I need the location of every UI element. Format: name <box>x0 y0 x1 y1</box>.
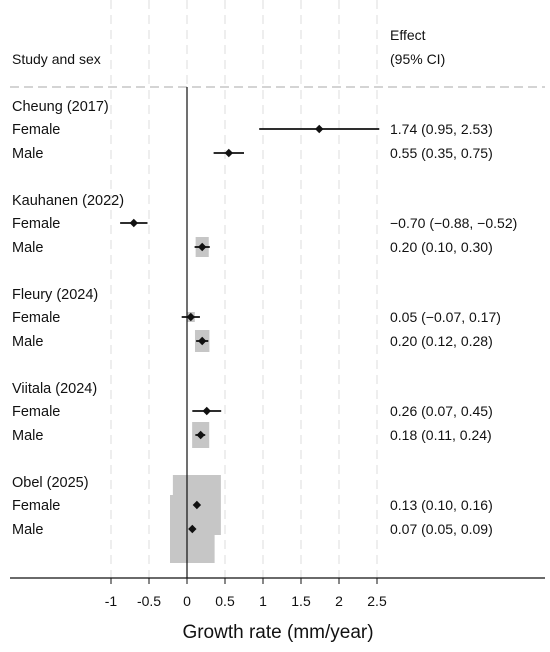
study-title: Fleury (2024) <box>12 287 98 303</box>
study-title: Cheung (2017) <box>12 99 109 115</box>
x-tick-label: 2 <box>335 593 343 609</box>
point-estimate <box>224 148 233 158</box>
point-estimate <box>188 524 197 534</box>
study-title: Obel (2025) <box>12 475 89 491</box>
effect-label: 0.20 (0.12, 0.28) <box>390 333 493 349</box>
row-sex-label: Female <box>12 498 60 514</box>
effect-label: 0.07 (0.05, 0.09) <box>390 521 493 537</box>
point-estimate <box>186 312 195 322</box>
row-sex-label: Male <box>12 146 43 162</box>
x-tick-label: -1 <box>105 593 118 609</box>
row-sex-label: Female <box>12 216 60 232</box>
point-estimate <box>198 242 207 252</box>
effect-label: 0.18 (0.11, 0.24) <box>390 427 492 443</box>
effect-label: 0.05 (−0.07, 0.17) <box>390 309 501 325</box>
row-sex-label: Male <box>12 334 43 350</box>
x-tick-label: 1 <box>259 593 267 609</box>
study-title: Kauhanen (2022) <box>12 193 124 209</box>
point-estimate <box>315 124 324 134</box>
effect-label: 0.55 (0.35, 0.75) <box>390 145 493 161</box>
effect-label: 1.74 (0.95, 2.53) <box>390 121 493 137</box>
effect-label: 0.26 (0.07, 0.45) <box>390 403 493 419</box>
row-sex-label: Female <box>12 404 60 420</box>
point-estimate <box>202 406 211 416</box>
row-sex-label: Male <box>12 428 43 444</box>
row-sex-label: Female <box>12 122 60 138</box>
header-study-and-sex: Study and sex <box>12 51 101 67</box>
study-rows: Cheung (2017) Female 1.74 (0.95, 2.53) Male… <box>12 99 517 538</box>
point-estimate <box>198 336 207 346</box>
point-estimate <box>196 430 205 440</box>
x-tick-label: 0 <box>183 593 191 609</box>
study-title: Viitala (2024) <box>12 381 97 397</box>
row-sex-label: Female <box>12 310 60 326</box>
x-tick-label: 2.5 <box>367 593 387 609</box>
effect-label: −0.70 (−0.88, −0.52) <box>390 215 517 231</box>
x-tick-label: 1.5 <box>291 593 311 609</box>
point-estimate <box>129 218 138 228</box>
effect-label: 0.20 (0.10, 0.30) <box>390 239 493 255</box>
row-sex-label: Male <box>12 522 43 538</box>
x-tick-label: -0.5 <box>137 593 161 609</box>
point-estimate <box>192 500 202 510</box>
x-axis-label: Growth rate (mm/year) <box>182 622 373 643</box>
row-sex-label: Male <box>12 240 43 256</box>
x-tick-label: 0.5 <box>215 593 235 609</box>
x-axis-ticks: -1 -0.5 0 0.5 1 1.5 2 2.5 <box>105 578 387 609</box>
effect-label: 0.13 (0.10, 0.16) <box>390 497 493 513</box>
weight-boxes <box>170 237 221 563</box>
header-effect: Effect <box>390 27 426 43</box>
header-ci: (95% CI) <box>390 51 445 67</box>
